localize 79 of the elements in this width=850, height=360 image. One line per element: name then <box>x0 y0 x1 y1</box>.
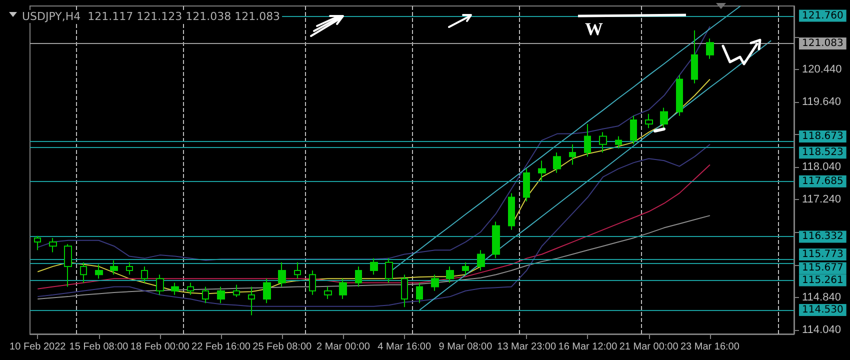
x-tick-label: 10 Feb 2022 <box>10 342 66 352</box>
candlestick <box>401 274 408 308</box>
ref-line-label: 117.685 <box>802 176 844 187</box>
candlestick <box>156 274 164 296</box>
ref-line-label: 115.773 <box>802 249 844 260</box>
candlestick <box>309 270 316 296</box>
y-tick-label: 119.640 <box>802 96 841 108</box>
candlestick <box>599 132 607 153</box>
candlestick <box>370 258 378 276</box>
candlestick <box>95 264 103 280</box>
ref-line-label: 115.261 <box>802 274 844 286</box>
candlestick <box>294 262 301 280</box>
candlestick <box>49 237 57 253</box>
candlestick <box>630 115 637 145</box>
candlestick <box>263 278 271 304</box>
candlestick <box>676 74 683 116</box>
ref-line-label: 121.760 <box>802 10 844 22</box>
candlestick <box>660 107 668 129</box>
x-tick-label: 2 Mar 00:00 <box>316 342 370 352</box>
candlestick <box>446 266 454 284</box>
y-tick-label: 117.240 <box>802 194 841 206</box>
ref-line-label: 115.677 <box>802 262 844 274</box>
candlestick <box>538 160 546 182</box>
ref-line-label: 118.673 <box>802 131 844 142</box>
ref-line-label: 118.523 <box>802 147 844 158</box>
annotation: W <box>585 18 603 39</box>
candlestick <box>141 266 148 284</box>
x-tick-label: 22 Feb 16:00 <box>192 342 251 352</box>
x-tick-label: 23 Mar 16:00 <box>680 342 740 352</box>
x-tick-label: 18 Feb 00:00 <box>130 342 190 352</box>
candlestick <box>64 244 72 288</box>
candlestick <box>385 258 393 284</box>
y-tick-label: 118.040 <box>802 161 841 174</box>
candlestick <box>706 38 714 60</box>
candlestick <box>339 278 347 300</box>
candlestick <box>462 262 469 276</box>
ref-line-label: 114.530 <box>802 304 844 316</box>
candlestick <box>492 221 500 259</box>
y-tick-label: 114.840 <box>802 291 841 304</box>
candlestick <box>202 286 209 304</box>
candlestick <box>645 113 653 129</box>
candlestick <box>80 262 87 284</box>
candlestick <box>569 144 576 166</box>
candlestick <box>553 152 561 174</box>
candlestick <box>278 262 286 288</box>
x-tick-label: 4 Mar 16:00 <box>378 342 432 352</box>
ref-line-label: 121.083 <box>802 38 844 49</box>
chart-title: USDJPY,H4 121.117 121.123 121.038 121.083 <box>22 10 280 23</box>
candlestick <box>615 136 622 149</box>
line-series <box>37 144 710 307</box>
candlestick <box>324 286 332 300</box>
candlestick <box>217 286 225 304</box>
x-tick-label: 25 Feb 08:00 <box>252 342 312 352</box>
x-tick-label: 13 Mar 23:00 <box>497 342 556 352</box>
x-tick-label: 9 Mar 08:00 <box>438 342 493 352</box>
candlestick <box>126 262 133 276</box>
candlestick <box>416 282 423 304</box>
line-series <box>37 164 710 290</box>
candlestick <box>477 250 485 272</box>
candlestick <box>233 284 240 298</box>
candlestick <box>110 260 118 276</box>
x-tick-label: 21 Mar 00:00 <box>619 342 679 352</box>
line-series <box>37 215 710 300</box>
x-tick-label: 16 Mar 12:00 <box>558 342 618 352</box>
candlestick <box>171 282 179 296</box>
x-tick-label: 15 Feb 08:00 <box>69 342 129 352</box>
candlestick <box>34 235 41 251</box>
ref-line-label: 116.332 <box>802 231 844 242</box>
candlestick <box>523 168 530 202</box>
line-series <box>419 40 772 310</box>
candlestick <box>691 30 698 84</box>
candlestick <box>248 286 255 316</box>
candlestick <box>431 274 439 292</box>
candlestick <box>355 266 362 288</box>
candlestick <box>508 192 515 230</box>
y-tick-label: 114.040 <box>802 324 841 336</box>
candlestick <box>584 124 591 158</box>
y-tick-label: 120.440 <box>802 63 842 76</box>
candlestick <box>187 282 194 296</box>
